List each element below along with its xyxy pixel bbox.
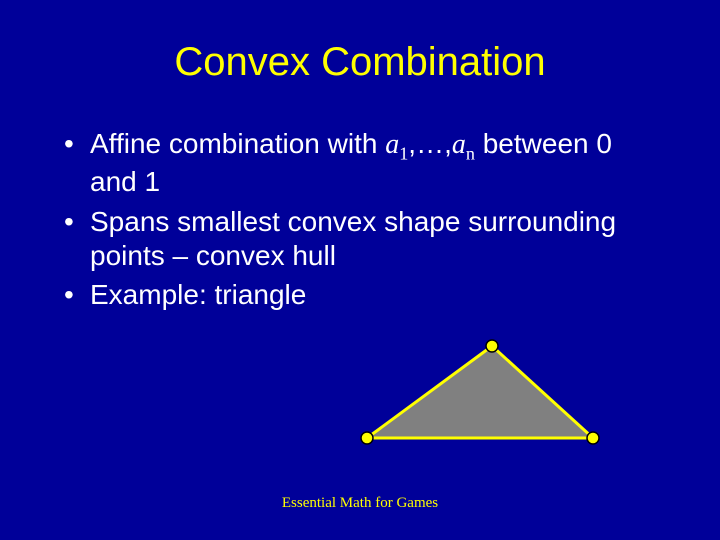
slide-footer: Essential Math for Games bbox=[0, 495, 720, 512]
triangle-figure bbox=[355, 338, 605, 458]
triangle-vertex bbox=[361, 432, 373, 444]
math-var: a bbox=[385, 129, 399, 160]
slide: Convex Combination Affine combination wi… bbox=[0, 0, 720, 540]
bullet-item: Affine combination with a1,…,an between … bbox=[60, 127, 660, 199]
triangle-vertex bbox=[587, 432, 599, 444]
bullet-text-pre: Affine combination with bbox=[90, 128, 385, 159]
math-sub: n bbox=[466, 144, 475, 164]
slide-title: Convex Combination bbox=[0, 0, 720, 105]
bullet-text: Example: triangle bbox=[90, 279, 306, 310]
bullet-text: Spans smallest convex shape surrounding … bbox=[90, 206, 616, 271]
math-var: a bbox=[452, 129, 466, 160]
bullet-item: Example: triangle bbox=[60, 278, 660, 312]
triangle-vertex bbox=[486, 340, 498, 352]
bullet-text-mid: ,…, bbox=[408, 128, 452, 159]
triangle-shape bbox=[367, 346, 593, 438]
bullet-list: Affine combination with a1,…,an between … bbox=[0, 127, 720, 312]
bullet-item: Spans smallest convex shape surrounding … bbox=[60, 205, 660, 272]
math-sub: 1 bbox=[399, 144, 408, 164]
triangle-svg bbox=[355, 338, 605, 458]
